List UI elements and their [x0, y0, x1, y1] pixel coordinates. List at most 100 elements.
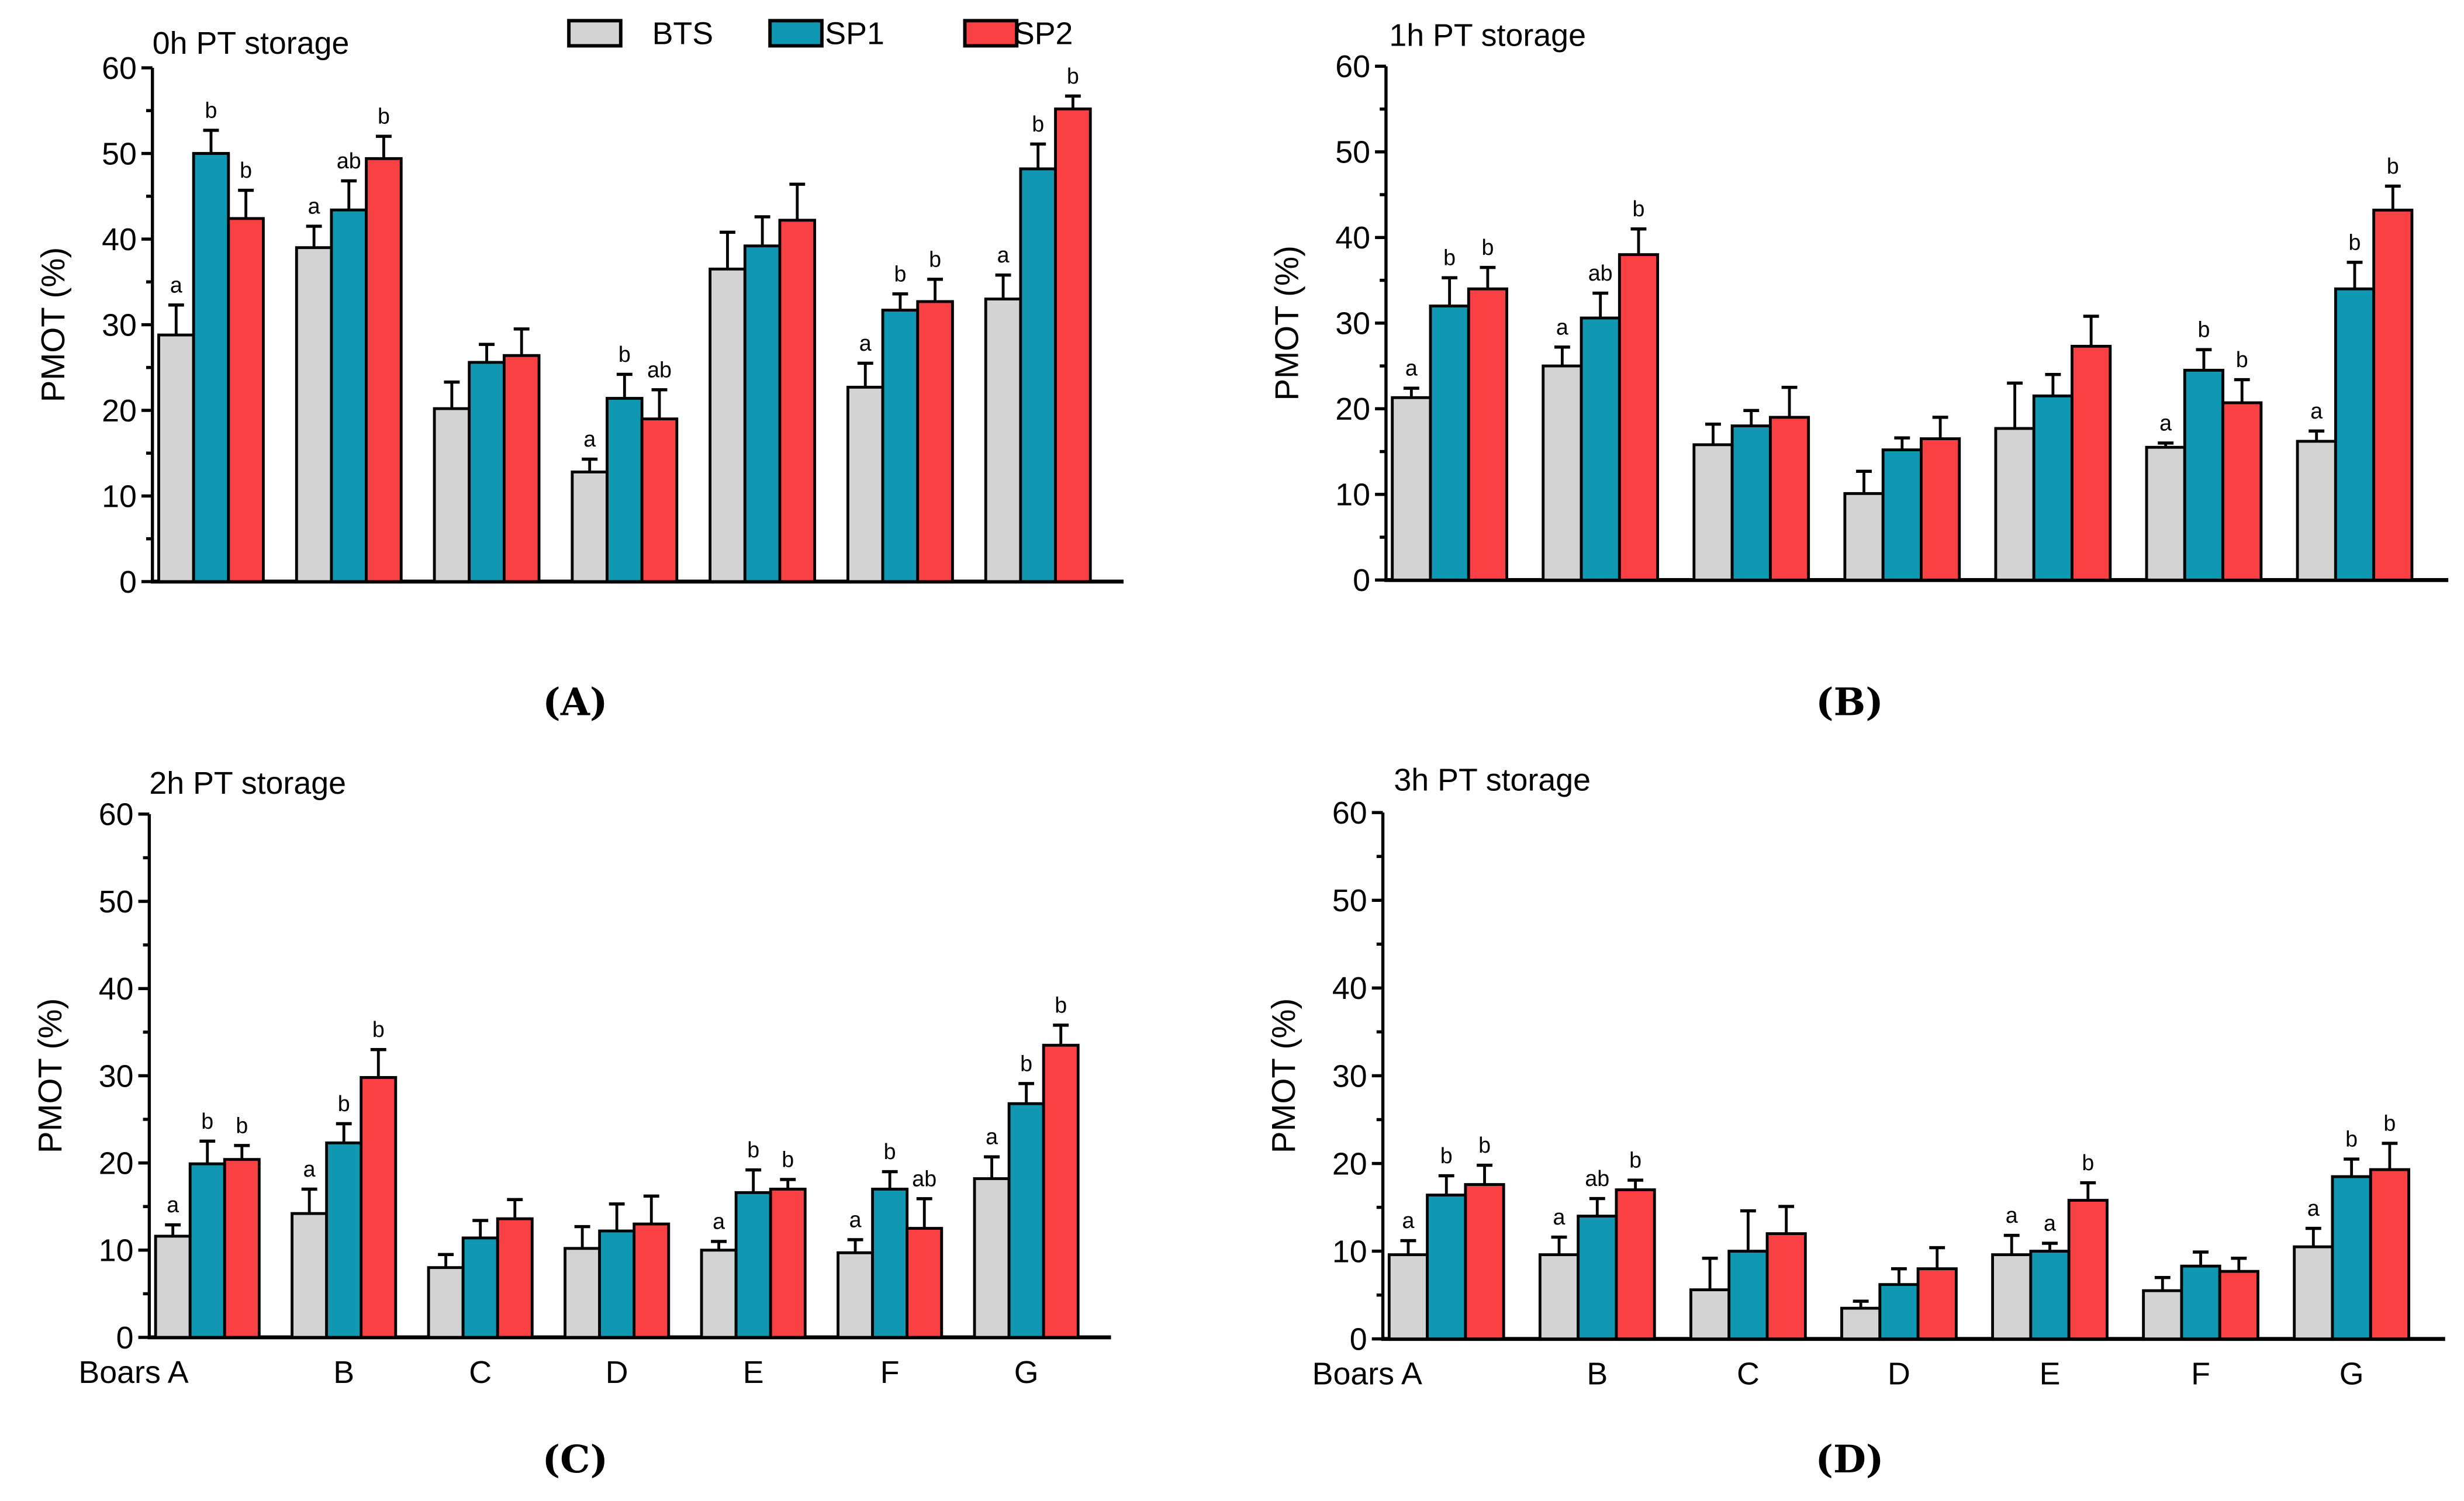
x-tick-label: C	[469, 1355, 492, 1390]
x-tick-label: C	[1737, 1357, 1760, 1392]
significance-letter: ab	[647, 357, 672, 382]
significance-letter: a	[986, 1125, 998, 1149]
significance-letter: b	[1629, 1148, 1641, 1173]
bar-sp1-d	[606, 397, 644, 583]
significance-letter: b	[236, 1113, 248, 1137]
bar-sp1-a	[188, 1162, 226, 1339]
significance-letter: a	[1405, 356, 1418, 381]
x-tick-label: G	[2339, 1357, 2364, 1392]
y-axis-label: PMOT (%)	[1268, 245, 1305, 400]
y-tick-label: 30	[1332, 1059, 1367, 1094]
bar-sp2-a	[223, 1158, 261, 1339]
significance-letter: b	[1443, 245, 1456, 270]
bar-bts-e	[1991, 1253, 2033, 1341]
significance-letter: b	[2082, 1150, 2094, 1175]
bar-sp2-g	[1042, 1043, 1080, 1339]
bar-sp1-b	[330, 208, 368, 583]
chart-panel-a: 0h PT storage(A)PMOT (%)0102030405060abb…	[34, 26, 1124, 725]
significance-letter: b	[2383, 1111, 2396, 1136]
chart-title: 0h PT storage	[153, 26, 350, 61]
significance-letter: b	[884, 1139, 896, 1164]
panel-label: (C)	[542, 1437, 608, 1482]
significance-letter: b	[747, 1137, 759, 1162]
y-tick-label: 40	[1332, 971, 1367, 1006]
legend-swatch-bts	[567, 19, 623, 48]
bar-bts-d	[1840, 1306, 1882, 1341]
bar-sp1-f	[2180, 1264, 2221, 1341]
bar-sp2-a	[1464, 1183, 1505, 1341]
y-tick-label: 40	[1335, 220, 1370, 255]
significance-letter: b	[240, 158, 252, 182]
bar-sp1-g	[1007, 1102, 1045, 1339]
bar-sp1-e	[734, 1191, 772, 1339]
bar-bts-e	[700, 1248, 738, 1339]
y-tick-label: 50	[99, 884, 134, 919]
y-tick-label: 20	[99, 1146, 134, 1181]
significance-letter: b	[2236, 347, 2248, 372]
bar-sp1-b	[1580, 316, 1621, 582]
y-tick-label: 10	[1335, 478, 1370, 513]
bar-bts-c	[1692, 443, 1734, 582]
panel-label: (A)	[542, 680, 607, 725]
y-tick-label: 20	[102, 393, 137, 428]
bar-sp2-a	[1467, 287, 1508, 582]
bar-sp2-f	[2221, 401, 2263, 582]
significance-letter: b	[338, 1091, 350, 1116]
x-tick-label: Boars A	[78, 1355, 188, 1390]
bar-sp2-g	[1054, 107, 1092, 583]
legend-label-bts: BTS	[652, 16, 714, 51]
y-tick-label: 50	[1332, 883, 1367, 918]
y-tick-label: 10	[1332, 1234, 1367, 1269]
significance-letter: b	[618, 342, 631, 366]
bar-bts-a	[157, 333, 195, 583]
y-tick-label: 0	[1350, 1322, 1367, 1357]
y-tick-label: 10	[102, 479, 137, 514]
legend-label-sp2: SP2	[1014, 16, 1073, 51]
y-tick-label: 30	[1335, 306, 1370, 341]
x-tick-label: D	[1888, 1357, 1910, 1392]
bar-sp2-g	[2369, 1168, 2410, 1341]
bar-bts-e	[709, 267, 747, 583]
chart-title: 3h PT storage	[1394, 763, 1591, 798]
bar-bts-f	[846, 386, 884, 583]
significance-letter: a	[713, 1209, 725, 1233]
panel-label: (D)	[1815, 1437, 1884, 1482]
significance-letter: b	[2387, 154, 2399, 178]
chart-title: 1h PT storage	[1389, 18, 1586, 53]
chart-title: 2h PT storage	[149, 766, 346, 801]
significance-letter: a	[583, 427, 596, 451]
legend-swatch-sp1	[768, 19, 824, 48]
bar-sp1-f	[871, 1187, 909, 1339]
significance-letter: b	[929, 247, 941, 271]
significance-letter: a	[167, 1192, 179, 1217]
significance-letter: b	[378, 104, 390, 129]
significance-letter: a	[308, 194, 320, 219]
bar-sp2-c	[496, 1217, 534, 1339]
bar-sp1-e	[2032, 394, 2074, 582]
bar-sp1-c	[468, 361, 506, 583]
bar-sp1-g	[1019, 167, 1057, 583]
y-tick-label: 20	[1332, 1146, 1367, 1181]
bar-sp1-c	[1730, 424, 1772, 582]
significance-letter: b	[2349, 230, 2361, 254]
significance-letter: b	[1055, 992, 1067, 1017]
x-tick-label: G	[1014, 1355, 1039, 1390]
significance-letter: a	[2310, 399, 2323, 423]
y-tick-label: 40	[99, 971, 134, 1007]
x-tick-label: F	[880, 1355, 900, 1390]
y-axis-label: PMOT (%)	[1265, 998, 1302, 1153]
x-tick-label: B	[1587, 1357, 1608, 1392]
bar-sp2-f	[2218, 1270, 2259, 1341]
bar-bts-g	[984, 298, 1022, 583]
significance-letter: b	[1032, 112, 1044, 136]
x-tick-label: F	[2191, 1357, 2210, 1392]
y-axis-label: PMOT (%)	[34, 247, 71, 402]
legend-label-sp1: SP1	[825, 16, 884, 51]
bar-sp2-c	[502, 354, 541, 583]
bar-bts-g	[2293, 1245, 2334, 1341]
bar-sp2-a	[227, 217, 265, 583]
bar-bts-c	[1689, 1288, 1731, 1341]
bar-sp1-g	[2331, 1175, 2372, 1341]
